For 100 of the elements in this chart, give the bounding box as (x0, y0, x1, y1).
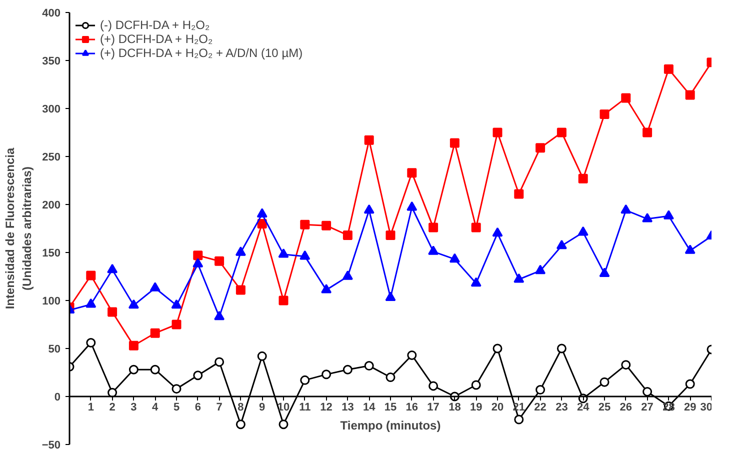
x-tick-label: 12 (320, 402, 332, 414)
point (514, 273, 524, 283)
y-tick-label: 100 (42, 296, 61, 308)
point (214, 310, 225, 320)
point (342, 270, 353, 280)
point (300, 375, 310, 385)
x-tick-label: 18 (448, 402, 461, 414)
point (235, 246, 246, 256)
point (278, 420, 288, 430)
x-tick-label: 16 (406, 402, 418, 414)
point (322, 370, 332, 380)
point (236, 420, 246, 430)
point (107, 264, 118, 274)
point (386, 372, 396, 382)
point (342, 364, 352, 374)
point (620, 204, 632, 214)
y-tick-label: 50 (48, 344, 61, 356)
point (407, 168, 417, 178)
point (556, 344, 566, 354)
point (300, 250, 310, 260)
point (600, 377, 610, 387)
x-tick-label: 19 (470, 402, 482, 414)
y-tick-label: 300 (42, 104, 61, 116)
x-tick-label: 4 (152, 402, 160, 414)
point (407, 350, 417, 360)
point (471, 222, 481, 232)
point (86, 298, 96, 308)
point (514, 414, 524, 424)
x-tick-label: 5 (173, 402, 180, 414)
point (86, 270, 96, 280)
x-tick-label: 3 (130, 402, 137, 414)
point (642, 212, 653, 222)
y-tick-label: 400 (42, 8, 61, 20)
point (428, 246, 439, 255)
x-tick-label: 2 (109, 402, 116, 414)
y-tick-label: 150 (42, 248, 61, 260)
point (321, 284, 332, 294)
point (256, 208, 268, 218)
point (684, 244, 696, 254)
point (556, 128, 566, 138)
point (621, 93, 631, 103)
point (664, 64, 674, 74)
legend-label: (+) DCFH-DA + H₂O₂ + A/D/N (10 µM) (100, 46, 303, 60)
point (642, 128, 652, 138)
point (492, 227, 503, 237)
point (150, 282, 160, 292)
x-tick-label: 6 (194, 402, 201, 414)
point (514, 189, 524, 199)
point (108, 307, 118, 317)
y-tick-label: −50 (42, 440, 61, 452)
point (236, 285, 246, 295)
point (406, 201, 418, 211)
point (599, 268, 610, 277)
point (663, 210, 674, 220)
point (621, 360, 631, 370)
point (449, 253, 460, 263)
x-tick-label: 9 (259, 402, 266, 414)
point (193, 250, 203, 260)
point (171, 299, 182, 309)
point (578, 226, 588, 236)
point (108, 388, 118, 398)
point (128, 340, 138, 350)
point (450, 138, 460, 148)
x-tick-label: 14 (362, 402, 376, 414)
point (172, 320, 182, 330)
point (150, 364, 160, 374)
point (471, 380, 481, 390)
y-tick-label: 0 (54, 392, 61, 404)
y-tick-label: 200 (42, 200, 61, 212)
point (128, 364, 138, 374)
point (214, 357, 224, 367)
point (642, 386, 652, 396)
point (492, 344, 502, 354)
point (150, 328, 160, 338)
point (536, 385, 546, 395)
point (278, 248, 289, 258)
x-tick-label: 25 (598, 402, 611, 414)
x-tick-label: 29 (684, 402, 696, 414)
point (342, 230, 352, 240)
x-tick-label: 23 (556, 402, 568, 414)
point (172, 384, 182, 394)
point (322, 220, 332, 230)
x-tick-label: 17 (427, 402, 440, 414)
point (128, 299, 139, 309)
x-tick-label: 1 (88, 402, 94, 414)
point (300, 220, 310, 230)
x-tick-label: 7 (216, 402, 222, 414)
point (428, 381, 438, 391)
point (86, 338, 96, 348)
point (278, 296, 288, 306)
point (257, 351, 267, 361)
x-tick-label: 27 (641, 402, 654, 414)
x-tick-label: 26 (620, 402, 632, 414)
point (470, 277, 482, 287)
point (385, 292, 396, 301)
x-axis-title: Tiempo (minutos) (340, 418, 441, 432)
point (364, 135, 374, 145)
point (556, 240, 567, 250)
point (492, 128, 502, 138)
y-axis-title: Intensidad de Fluorescencia (Unidades arbitrarias) (3, 147, 34, 310)
